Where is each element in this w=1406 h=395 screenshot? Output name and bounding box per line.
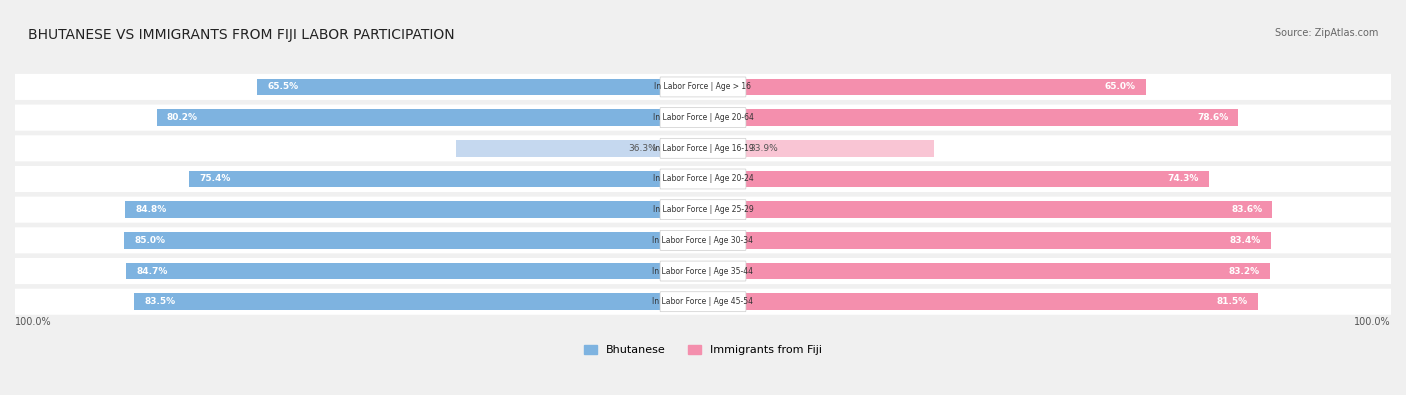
Text: 81.5%: 81.5% xyxy=(1216,297,1249,306)
Text: 100.0%: 100.0% xyxy=(1354,317,1391,327)
Text: In Labor Force | Age 45-54: In Labor Force | Age 45-54 xyxy=(652,297,754,306)
Text: In Labor Force | Age 25-29: In Labor Force | Age 25-29 xyxy=(652,205,754,214)
Text: In Labor Force | Age > 16: In Labor Force | Age > 16 xyxy=(655,83,751,92)
Text: 80.2%: 80.2% xyxy=(167,113,198,122)
FancyBboxPatch shape xyxy=(15,197,1391,223)
FancyBboxPatch shape xyxy=(15,289,1391,315)
Bar xyxy=(134,293,661,310)
Bar xyxy=(127,263,661,280)
Text: 33.9%: 33.9% xyxy=(749,144,778,153)
Bar xyxy=(745,232,1271,249)
Text: 83.5%: 83.5% xyxy=(145,297,176,306)
Text: 85.0%: 85.0% xyxy=(134,236,166,245)
FancyBboxPatch shape xyxy=(659,261,747,281)
FancyBboxPatch shape xyxy=(15,258,1391,284)
Text: BHUTANESE VS IMMIGRANTS FROM FIJI LABOR PARTICIPATION: BHUTANESE VS IMMIGRANTS FROM FIJI LABOR … xyxy=(28,28,454,41)
Bar xyxy=(745,171,1209,188)
Text: 75.4%: 75.4% xyxy=(200,175,231,184)
Text: 65.0%: 65.0% xyxy=(1105,83,1136,92)
Text: In Labor Force | Age 20-64: In Labor Force | Age 20-64 xyxy=(652,113,754,122)
FancyBboxPatch shape xyxy=(659,169,747,189)
FancyBboxPatch shape xyxy=(659,138,747,158)
Bar xyxy=(125,201,661,218)
Text: 84.8%: 84.8% xyxy=(135,205,167,214)
FancyBboxPatch shape xyxy=(15,135,1391,161)
Text: 78.6%: 78.6% xyxy=(1197,113,1229,122)
Bar xyxy=(745,263,1270,280)
Text: 84.7%: 84.7% xyxy=(136,267,167,276)
Text: In Labor Force | Age 35-44: In Labor Force | Age 35-44 xyxy=(652,267,754,276)
Text: In Labor Force | Age 16-19: In Labor Force | Age 16-19 xyxy=(652,144,754,153)
FancyBboxPatch shape xyxy=(659,77,747,97)
FancyBboxPatch shape xyxy=(15,105,1391,131)
Bar xyxy=(745,293,1258,310)
Legend: Bhutanese, Immigrants from Fiji: Bhutanese, Immigrants from Fiji xyxy=(583,344,823,355)
FancyBboxPatch shape xyxy=(15,227,1391,254)
Bar xyxy=(190,171,661,188)
Text: 74.3%: 74.3% xyxy=(1167,175,1199,184)
FancyBboxPatch shape xyxy=(659,230,747,250)
Bar xyxy=(156,109,661,126)
Text: In Labor Force | Age 20-24: In Labor Force | Age 20-24 xyxy=(652,175,754,184)
FancyBboxPatch shape xyxy=(659,200,747,220)
Text: 83.4%: 83.4% xyxy=(1230,236,1261,245)
FancyBboxPatch shape xyxy=(15,166,1391,192)
Bar xyxy=(456,140,661,157)
FancyBboxPatch shape xyxy=(659,108,747,128)
Bar xyxy=(257,79,661,95)
Bar xyxy=(745,109,1239,126)
Text: 100.0%: 100.0% xyxy=(15,317,52,327)
Text: 36.3%: 36.3% xyxy=(628,144,657,153)
FancyBboxPatch shape xyxy=(659,292,747,312)
Bar xyxy=(124,232,661,249)
Text: 83.6%: 83.6% xyxy=(1232,205,1263,214)
Text: Source: ZipAtlas.com: Source: ZipAtlas.com xyxy=(1274,28,1378,38)
Bar xyxy=(745,79,1146,95)
Text: In Labor Force | Age 30-34: In Labor Force | Age 30-34 xyxy=(652,236,754,245)
Bar xyxy=(745,140,934,157)
Text: 83.2%: 83.2% xyxy=(1229,267,1260,276)
Bar xyxy=(745,201,1272,218)
FancyBboxPatch shape xyxy=(15,74,1391,100)
Text: 65.5%: 65.5% xyxy=(267,83,298,92)
